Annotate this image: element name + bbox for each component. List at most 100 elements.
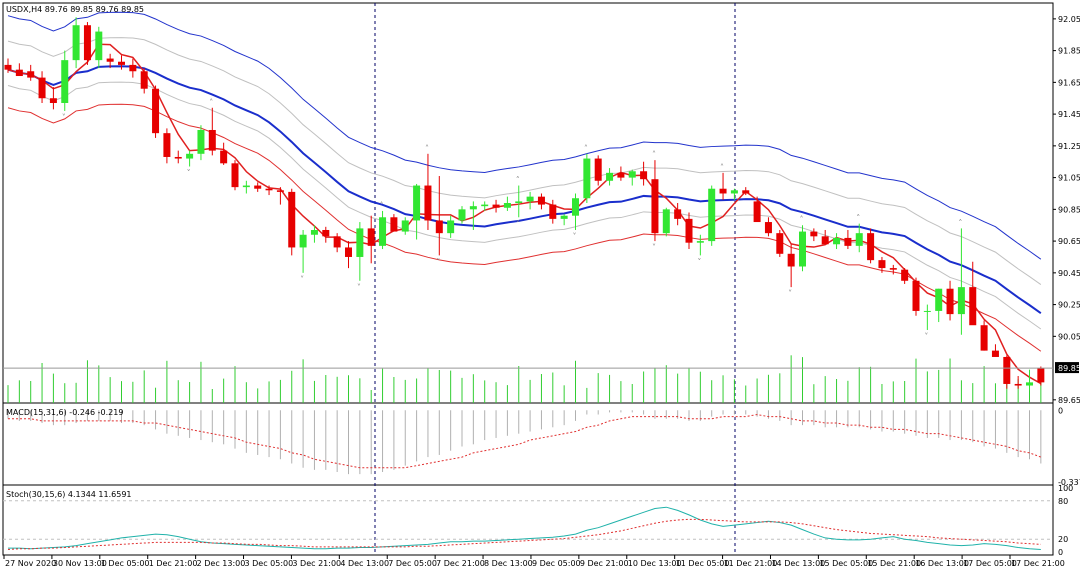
candle-body <box>515 201 523 203</box>
candle-body <box>878 260 886 269</box>
time-tick-label: 17 Dec 21:00 <box>1011 559 1065 568</box>
time-tick-label: 3 Dec 05:00 <box>245 559 294 568</box>
candle-body <box>413 185 421 221</box>
candle-body <box>174 156 182 159</box>
candle-body <box>867 233 875 261</box>
price-tick-label: 90.85 <box>1058 205 1080 214</box>
candle-body <box>651 179 659 234</box>
candle-body <box>1037 368 1045 383</box>
fractal-up-mark: ˄ <box>958 218 962 227</box>
candle-body <box>106 58 114 62</box>
time-tick-label: 15 Dec 05:00 <box>819 559 873 568</box>
candle-body <box>152 88 160 134</box>
macd-label: MACD(15,31,6) -0.246 -0.219 <box>6 408 123 417</box>
candle-body <box>594 158 602 181</box>
candle-body <box>730 190 738 194</box>
price-bands <box>7 11 1042 385</box>
candle-body <box>129 64 137 72</box>
time-tick-label: 11 Dec 05:00 <box>676 559 730 568</box>
candle-body <box>310 229 318 235</box>
candle-body <box>560 215 568 219</box>
candle-body <box>424 185 432 221</box>
time-tick-label: 1 Dec 21:00 <box>149 559 198 568</box>
candle-body <box>95 31 103 61</box>
price-tick-label: 91.65 <box>1058 78 1080 87</box>
candle-body <box>583 158 591 199</box>
candle-body <box>367 228 375 246</box>
middle-band-line <box>7 65 1042 314</box>
candle-body <box>810 231 818 237</box>
candle-body <box>753 201 761 223</box>
candle-body <box>799 231 806 267</box>
stoch-tick-label: 20 <box>1058 535 1068 544</box>
candle-body <box>276 190 284 192</box>
candle-body <box>140 71 148 89</box>
candle-body <box>379 217 387 246</box>
candle-body <box>946 288 954 315</box>
candle-body <box>4 64 12 70</box>
price-tick-label: 90.05 <box>1058 332 1080 341</box>
time-tick-label: 7 Dec 05:00 <box>388 559 437 568</box>
fractal-up-mark: ˄ <box>516 176 520 185</box>
upper-band-line <box>7 11 1042 260</box>
candle-body <box>435 220 443 234</box>
candle-body <box>356 228 364 257</box>
candle-body <box>776 233 784 254</box>
candle-body <box>265 188 273 191</box>
time-tick-label: 10 Dec 13:00 <box>628 559 682 568</box>
candle-body <box>1026 382 1033 386</box>
candle-body <box>889 268 897 270</box>
candle-body <box>231 163 239 188</box>
macd-tick-label: -0.337 <box>1058 478 1080 487</box>
candle-body <box>617 172 625 178</box>
candle-body <box>991 350 999 357</box>
candle-body <box>208 129 216 151</box>
time-tick-label: 9 Dec 21:00 <box>580 559 629 568</box>
candle-body <box>38 77 46 99</box>
current-price-box <box>1055 362 1079 374</box>
fractal-down-mark: ˅ <box>652 243 656 252</box>
fractal-down-mark: ˅ <box>516 219 520 228</box>
fractal-down-mark: ˅ <box>436 257 440 266</box>
candle-body <box>764 222 772 234</box>
candle-body <box>458 209 466 221</box>
candle-body <box>288 191 296 248</box>
fractal-down-mark: ˅ <box>300 275 304 284</box>
upper-inner-band-line <box>7 37 1042 285</box>
time-tick-label: 17 Dec 05:00 <box>963 559 1017 568</box>
price-tick-label: 90.65 <box>1058 237 1080 246</box>
candle-body <box>833 237 841 245</box>
candle-body <box>844 237 852 246</box>
fractal-up-mark: ˄ <box>209 98 213 107</box>
candle-body <box>719 188 727 194</box>
fractal-up-mark: ˄ <box>73 7 77 16</box>
candle-body <box>503 203 511 208</box>
candle-body <box>640 171 648 180</box>
fractal-down-mark: ˅ <box>697 257 701 266</box>
time-tick-label: 14 Dec 13:00 <box>771 559 825 568</box>
candle-body <box>537 196 545 205</box>
fractal-down-mark: ˅ <box>924 332 928 341</box>
candle-body <box>1003 356 1011 384</box>
candle-body <box>447 220 455 234</box>
candle-body <box>628 171 636 178</box>
candle-body <box>526 196 534 202</box>
price-tick-label: 91.25 <box>1058 142 1080 151</box>
macd-signal-line <box>8 414 1042 469</box>
time-tick-label: 4 Dec 13:00 <box>340 559 389 568</box>
fractal-down-mark: ˅ <box>357 283 361 292</box>
price-tick-label: 92.05 <box>1058 15 1080 24</box>
candle-body <box>299 234 307 248</box>
candle-body <box>254 185 262 189</box>
candle-body <box>481 204 489 207</box>
fractal-up-mark: ˄ <box>380 201 384 210</box>
candle-body <box>220 150 228 164</box>
candle-body <box>1014 383 1022 386</box>
time-tick-label: 8 Dec 13:00 <box>484 559 533 568</box>
time-tick-label: 1 Dec 05:00 <box>101 559 150 568</box>
candle-body <box>957 287 965 315</box>
fractal-up-mark: ˄ <box>720 163 724 172</box>
candle-body <box>572 198 579 216</box>
